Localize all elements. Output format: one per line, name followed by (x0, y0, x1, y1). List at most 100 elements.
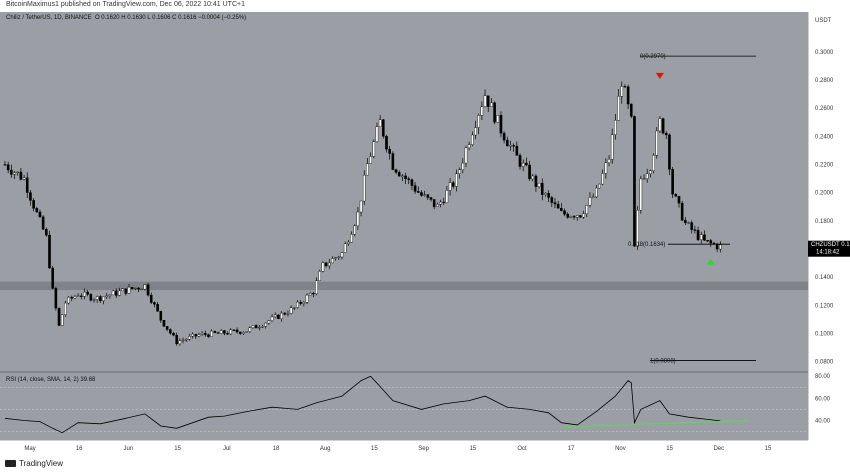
candle-body (388, 149, 391, 154)
candle-body (248, 327, 252, 332)
candle (229, 328, 233, 336)
candle-body (226, 333, 229, 335)
candle (38, 209, 42, 219)
candle-body (331, 258, 334, 264)
candle (375, 122, 379, 143)
candle (184, 337, 188, 342)
candle (165, 326, 169, 332)
bottom-bar (0, 454, 850, 473)
candle (200, 330, 204, 336)
candle (439, 199, 442, 208)
rsi-trendline (561, 420, 749, 428)
candle-body (426, 194, 430, 198)
candle-body (235, 329, 239, 333)
candle (579, 215, 582, 218)
candle (525, 157, 528, 167)
candle-body (639, 178, 643, 211)
candle (270, 313, 274, 322)
candle-body (397, 172, 401, 177)
time-axis[interactable] (0, 440, 808, 454)
candle-body (588, 197, 592, 206)
candle (407, 176, 411, 185)
candle-body (474, 127, 477, 136)
candle (54, 286, 58, 311)
chart-area[interactable] (0, 12, 808, 440)
candle (45, 227, 48, 237)
candle (569, 215, 573, 219)
candle-body (506, 139, 509, 147)
candle (359, 200, 363, 217)
candle-body (99, 296, 102, 302)
price-tick-label: 0.2200 (815, 163, 834, 169)
candle (121, 288, 124, 292)
candle-body (111, 290, 115, 296)
candle (420, 190, 423, 197)
candle-body (483, 95, 487, 108)
candle (175, 332, 178, 346)
candle (114, 288, 118, 298)
price-tick-label: 0.2800 (815, 78, 834, 84)
tradingview-logo[interactable]: TradingView (5, 459, 63, 468)
candle (642, 174, 646, 180)
candle-body (261, 326, 264, 328)
rsi-legend[interactable]: RSI (14, close, SMA, 14, 2) 39.68 (6, 377, 95, 383)
candle (664, 131, 668, 139)
candle-body (108, 294, 112, 297)
candle (455, 169, 458, 192)
candle (102, 296, 105, 305)
candle-body (391, 153, 395, 170)
candle-body (439, 201, 442, 205)
candle (105, 292, 109, 299)
candle-body (213, 330, 217, 333)
candle (293, 307, 296, 311)
candle (3, 161, 7, 166)
candle-body (715, 243, 719, 250)
symbol-label: Chiliz / TetherUS, 1D, BINANCE (6, 15, 92, 21)
candle (245, 331, 248, 333)
candle-body (359, 200, 363, 213)
candle (347, 239, 350, 246)
candle-body (277, 314, 280, 319)
candle-body (604, 162, 608, 174)
candle-body (146, 284, 150, 296)
price-axis[interactable] (808, 12, 850, 440)
candle (223, 329, 226, 336)
candle (197, 332, 201, 338)
candle (423, 190, 426, 197)
candle-body (327, 262, 331, 267)
candle-body (70, 296, 74, 299)
candle (636, 205, 639, 250)
candle-body (315, 280, 318, 295)
candle-body (102, 296, 105, 302)
candle-body (229, 329, 233, 335)
candle-body (629, 103, 633, 117)
red-down-arrow-icon (655, 72, 664, 79)
candle-body (216, 332, 220, 334)
candle-body (416, 191, 420, 193)
candle-body (95, 296, 99, 300)
candle-body (423, 194, 426, 196)
candle-body (73, 296, 77, 299)
candle-body (655, 130, 659, 156)
candle (591, 193, 595, 199)
candle (261, 324, 264, 329)
candle (64, 300, 67, 317)
time-tick-label: Oct (517, 446, 527, 452)
publisher-bar: BitcoinMaximus1 published on TradingView… (0, 0, 850, 12)
candle (518, 153, 522, 170)
candle (394, 168, 398, 175)
rsi-tick-label: 40.00 (815, 419, 831, 425)
candle (340, 251, 344, 260)
candle (540, 178, 544, 201)
candle (496, 115, 500, 123)
candle-body (556, 203, 560, 209)
candle (633, 115, 636, 247)
candle (556, 200, 560, 209)
candle (566, 212, 570, 219)
candle (369, 152, 372, 165)
chart-legend[interactable]: Chiliz / TetherUS, 1D, BINANCE O 0.1620 … (6, 15, 246, 21)
candle-body (575, 215, 579, 218)
candle (83, 288, 86, 300)
candle-body (149, 294, 153, 303)
candle-body (699, 234, 703, 240)
